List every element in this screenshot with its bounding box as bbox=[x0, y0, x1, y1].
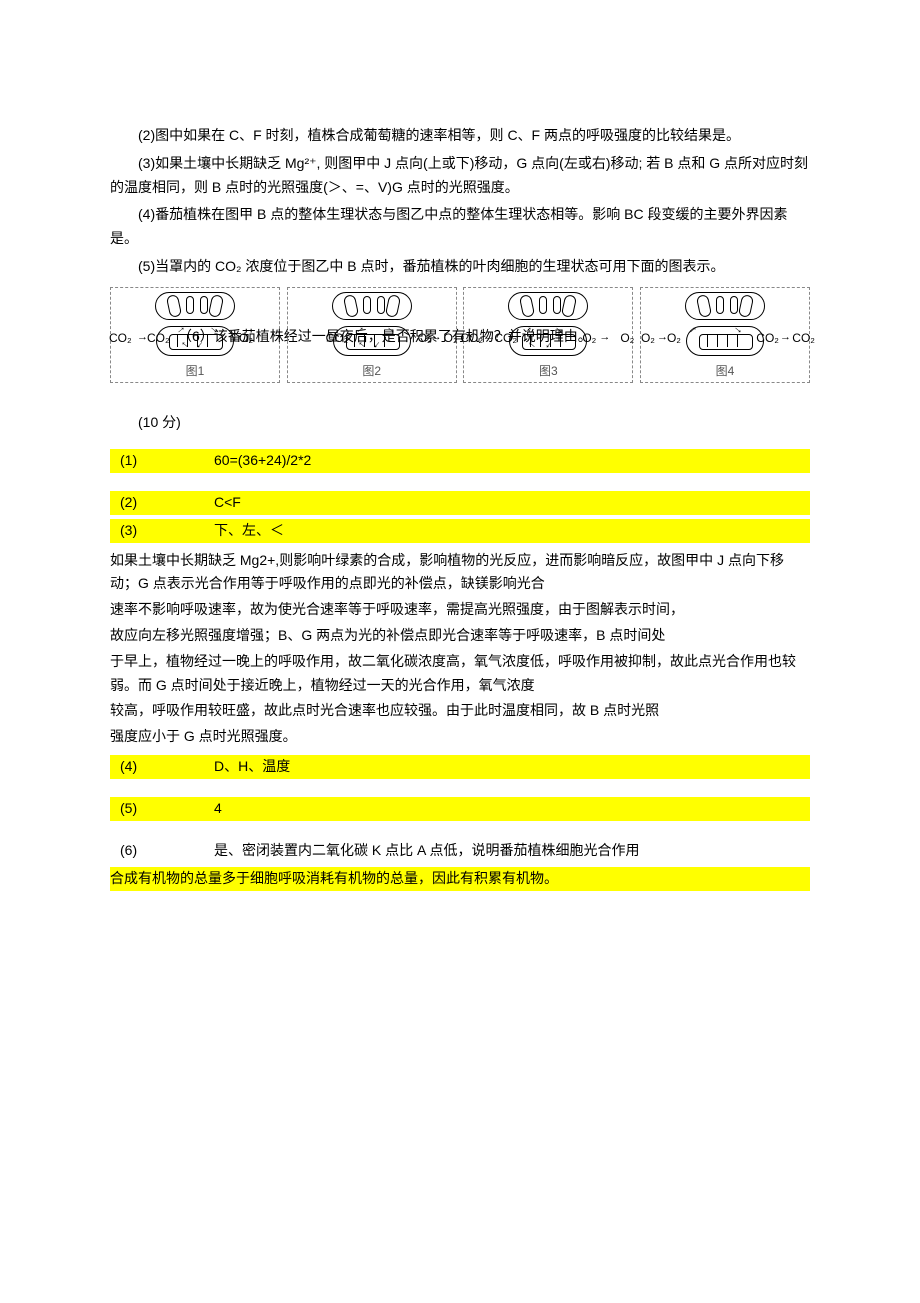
explanation-block: 如果土壤中长期缺乏 Mg2+,则影响叶绿素的合成，影响植物的光反应，进而影响暗反… bbox=[110, 549, 810, 749]
fig-label: 图3 bbox=[539, 361, 558, 381]
answer-6-cont-row: 合成有机物的总量多于细胞呼吸消耗有机物的总量，因此有积累有机物。 bbox=[110, 867, 810, 891]
answer-4-val: D、H、温度 bbox=[210, 755, 810, 779]
question-2: (2)图中如果在 C、F 时刻，植株合成葡萄糖的速率相等，则 C、F 两点的呼吸… bbox=[110, 124, 810, 148]
explanation-line: 于早上，植物经过一晚上的呼吸作用，故二氧化碳浓度高，氧气浓度低，呼吸作用被抑制，… bbox=[110, 650, 810, 698]
question-4: (4)番茄植株在图甲 B 点的整体生理状态与图乙中点的整体生理状态相等。影响 B… bbox=[110, 203, 810, 251]
answer-3-val: 下、左、＜ bbox=[210, 519, 810, 543]
diagram-row: （6）该番茄植株经过一昼夜后，是否积累了有机物？并说明理由。 CO₂ → CO₂… bbox=[110, 287, 810, 383]
mitochondria-icon bbox=[685, 292, 765, 320]
answer-6-row: (6) 是、密闭装置内二氧化碳 K 点比 A 点低，说明番茄植株细胞光合作用 bbox=[110, 839, 810, 863]
co2-label: CO₂ bbox=[792, 328, 815, 348]
question-5: (5)当罩内的 CO₂ 浓度位于图乙中 B 点时，番茄植株的叶肉细胞的生理状态可… bbox=[110, 255, 810, 279]
mitochondria-icon bbox=[332, 292, 412, 320]
answer-5-num: (5) bbox=[110, 797, 210, 821]
question-6-overlay: （6）该番茄植株经过一昼夜后，是否积累了有机物？并说明理由。 bbox=[150, 325, 750, 349]
answer-4-row: (4) D、H、温度 bbox=[110, 755, 810, 779]
fig-label: 图1 bbox=[186, 361, 205, 381]
answer-2-row: (2) C<F bbox=[110, 491, 810, 515]
answer-6-cont: 合成有机物的总量多于细胞呼吸消耗有机物的总量，因此有积累有机物。 bbox=[110, 867, 810, 891]
explanation-line: 强度应小于 G 点时光照强度。 bbox=[110, 725, 810, 749]
answer-5-val: 4 bbox=[210, 797, 810, 821]
answer-1-val: 60=(36+24)/2*2 bbox=[210, 449, 810, 473]
answer-2-num: (2) bbox=[110, 491, 210, 515]
answer-1-num: (1) bbox=[110, 449, 210, 473]
explanation-line: 较高，呼吸作用较旺盛，故此点时光合速率也应较强。由于此时温度相同，故 B 点时光… bbox=[110, 699, 810, 723]
answer-5-row: (5) 4 bbox=[110, 797, 810, 821]
co2-label: CO₂ bbox=[109, 328, 132, 348]
answer-3-num: (3) bbox=[110, 519, 210, 543]
answer-2-val: C<F bbox=[210, 491, 810, 515]
answer-4-num: (4) bbox=[110, 755, 210, 779]
explanation-line: 故应向左移光照强度增强；B、G 两点为光的补偿点即光合速率等于呼吸速率，B 点时… bbox=[110, 624, 810, 648]
answer-3-row: (3) 下、左、＜ bbox=[110, 519, 810, 543]
mitochondria-icon bbox=[155, 292, 235, 320]
answer-1-row: (1) 60=(36+24)/2*2 bbox=[110, 449, 810, 473]
arrow-icon: → bbox=[780, 328, 791, 347]
answer-6-val: 是、密闭装置内二氧化碳 K 点比 A 点低，说明番茄植株细胞光合作用 bbox=[210, 839, 810, 863]
explanation-line: 如果土壤中长期缺乏 Mg2+,则影响叶绿素的合成，影响植物的光反应，进而影响暗反… bbox=[110, 549, 810, 597]
fig-label: 图2 bbox=[362, 361, 381, 381]
points-label: (10 分) bbox=[110, 411, 810, 435]
mitochondria-icon bbox=[508, 292, 588, 320]
question-3: (3)如果土壤中长期缺乏 Mg²⁺, 则图甲中 J 点向(上或下)移动，G 点向… bbox=[110, 152, 810, 200]
explanation-line: 速率不影响呼吸速率，故为使光合速率等于呼吸速率，需提高光照强度，由于图解表示时间… bbox=[110, 598, 810, 622]
answer-6-num: (6) bbox=[110, 839, 210, 863]
fig-label: 图4 bbox=[716, 361, 735, 381]
